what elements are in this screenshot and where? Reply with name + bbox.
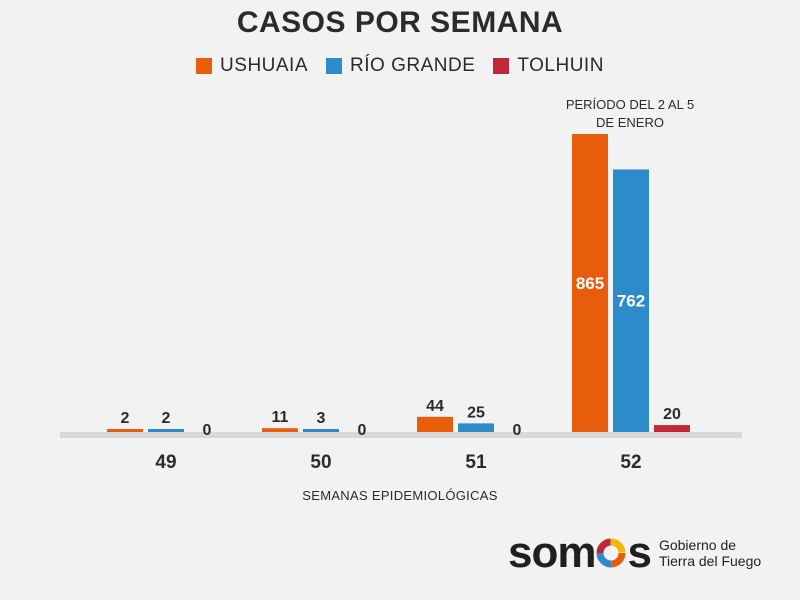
- baseline: [60, 432, 742, 438]
- x-tick-label-49: 49: [155, 452, 176, 473]
- bar-tolhuin-week-52: [654, 425, 690, 432]
- period-annotation: PERÍODO DEL 2 AL 5 DE ENERO: [540, 96, 720, 132]
- data-label-rio-grande-week-49: 2: [162, 410, 171, 427]
- legend-item-ushuaia: USHUAIA: [196, 55, 308, 77]
- government-name-line-2: Tierra del Fuego: [658, 553, 762, 569]
- somos-ring-icon: [596, 538, 626, 568]
- x-tick-label-51: 51: [465, 452, 487, 473]
- bar-ushuaia-week-51: [417, 416, 453, 432]
- bar-ushuaia-week-50: [262, 428, 298, 432]
- data-label-rio-grande-week-51: 25: [467, 404, 485, 421]
- legend-swatch-tolhuin: [493, 58, 510, 74]
- data-label-tolhuin-week-49: 0: [203, 422, 212, 439]
- somos-logo-prefix: som: [508, 528, 596, 577]
- bar-rio-grande-week-49: [148, 429, 184, 432]
- chart-title: CASOS POR SEMANA: [236, 6, 564, 39]
- period-annotation-line-1: PERÍODO DEL 2 AL 5: [565, 97, 695, 112]
- x-tick-label-50: 50: [310, 452, 331, 473]
- legend-swatch-ushuaia: [196, 58, 213, 74]
- data-label-ushuaia-week-49: 2: [121, 410, 130, 427]
- data-label-ushuaia-week-51: 44: [426, 398, 444, 415]
- brand-logo: som s Gobierno de Tierra del Fuego: [508, 528, 761, 578]
- period-annotation-line-2: DE ENERO: [596, 115, 664, 130]
- legend-swatch-rio-grande: [326, 58, 343, 74]
- data-label-tolhuin-week-51: 0: [513, 422, 522, 439]
- legend-label-rio-grande: RÍO GRANDE: [350, 55, 476, 76]
- data-label-tolhuin-week-52: 20: [663, 406, 681, 423]
- x-axis-label: SEMANAS EPIDEMIOLÓGICAS: [302, 488, 498, 503]
- legend-label-tolhuin: TOLHUIN: [517, 55, 604, 76]
- legend-item-tolhuin: TOLHUIN: [493, 55, 604, 77]
- bar-ushuaia-week-52: [572, 134, 608, 432]
- bar-ushuaia-week-49: [107, 429, 143, 432]
- data-label-rio-grande-week-52: 762: [617, 292, 645, 311]
- bar-rio-grande-week-51: [458, 423, 494, 432]
- bar-rio-grande-week-50: [303, 429, 339, 432]
- government-name-line-1: Gobierno de: [658, 537, 737, 553]
- legend-label-ushuaia: USHUAIA: [220, 55, 309, 76]
- x-tick-label-52: 52: [620, 452, 641, 473]
- somos-logo-suffix: s: [627, 528, 652, 577]
- data-label-tolhuin-week-50: 0: [358, 422, 367, 439]
- data-label-rio-grande-week-50: 3: [317, 410, 326, 427]
- government-name: Gobierno de Tierra del Fuego: [659, 537, 761, 569]
- somos-logo: som s: [508, 528, 652, 578]
- legend: USHUAIA RÍO GRANDE TOLHUIN: [0, 55, 800, 77]
- legend-item-rio-grande: RÍO GRANDE: [326, 55, 475, 77]
- bar-rio-grande-week-52: [613, 169, 649, 433]
- data-label-ushuaia-week-50: 11: [272, 409, 289, 426]
- data-label-ushuaia-week-52: 865: [576, 274, 604, 293]
